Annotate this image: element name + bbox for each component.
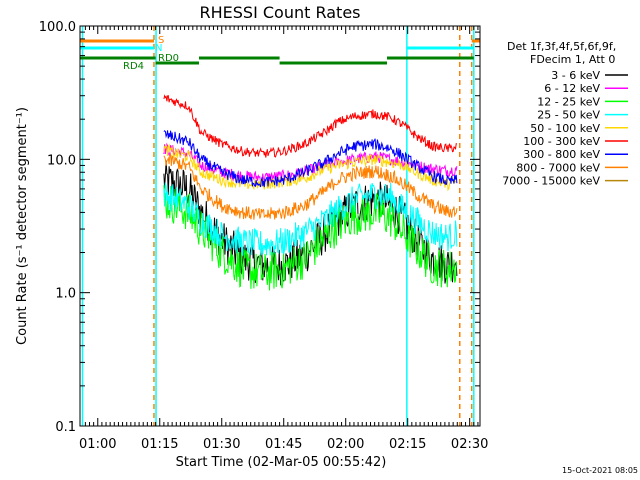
legend-entry-label: 25 - 50 keV [537,109,600,122]
legend-entry-label: 50 - 100 keV [530,122,600,135]
legend-entry-label: 800 - 7000 keV [516,161,600,174]
legend: Det 1f,3f,4f,5f,6f,9f,FDecim 1, Att 0 3 -… [502,40,628,188]
y-tick-label: 10.0 [47,153,76,168]
x-tick-label: 02:30 [451,437,488,452]
series-line-800-7000-keV [163,152,458,220]
timestamp-label: 15-Oct-2021 08:05 [562,466,638,475]
flag-label-rd0: RD0 [158,53,179,64]
legend-entry-label: 300 - 800 keV [523,148,600,161]
y-tick-label: 100.0 [39,20,76,35]
y-tick-label: 0.1 [55,420,76,435]
x-axis-label: Start Time (02-Mar-05 00:55:42) [176,455,387,470]
series-line-50-100-keV [163,143,458,192]
legend-entry-label: 7000 - 15000 keV [502,175,600,188]
x-tick-label: 01:30 [203,437,240,452]
series-line-100-300-keV [163,94,458,158]
x-tick-label: 01:15 [141,437,178,452]
legend-entry-label: 3 - 6 keV [551,69,600,82]
flag-label-n: N [155,43,162,54]
x-tick-label: 02:00 [327,437,364,452]
x-tick-label: 02:15 [389,437,426,452]
legend-entry-label: 100 - 300 keV [523,135,600,148]
y-axis-label: Count Rate (s⁻¹ detector segment⁻¹) [15,107,30,345]
legend-header: Det 1f,3f,4f,5f,6f,9f, [507,40,616,53]
x-tick-label: 01:45 [265,437,302,452]
series-line-25-50-keV [163,182,458,256]
flag-label-s: S [158,35,164,46]
series-line-300-800-keV [163,130,458,188]
flag-label-rd4: RD4 [123,61,144,72]
y-tick-label: 1.0 [55,287,76,302]
legend-entry-label: 6 - 12 keV [544,82,600,95]
legend-entry-label: 12 - 25 keV [537,95,600,108]
series-line-12-25-keV [163,185,458,291]
legend-header: FDecim 1, Att 0 [530,53,615,66]
chart-title: RHESSI Count Rates [200,3,361,22]
axes: 01:00 01:15 01:30 01:45 02:00 02:15 02:30 0.1 1.… [39,20,489,452]
x-tick-label: 01:00 [79,437,116,452]
